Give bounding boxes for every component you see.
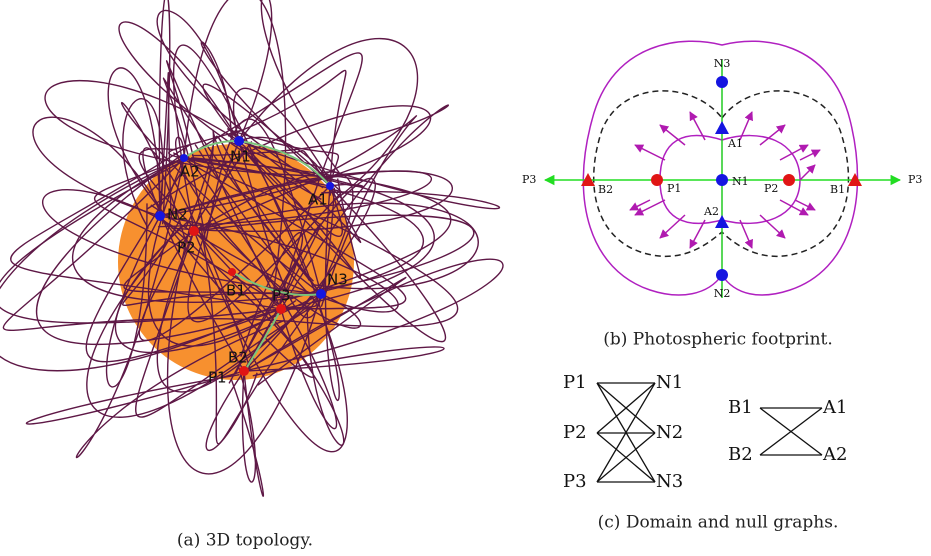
flow-arrow (660, 125, 685, 145)
label: A2 (180, 163, 200, 181)
node (228, 268, 236, 276)
label: P1 (667, 182, 681, 195)
flow-arrow (635, 200, 665, 215)
node (189, 226, 199, 236)
label: N2 (656, 422, 683, 443)
figure: N1 A2 A1 N2 P2 B1 P3 N3 B2 P1 (a) 3D top… (0, 0, 931, 556)
label: A1 (822, 397, 847, 418)
label: N1 (732, 175, 749, 188)
flow-arrow (800, 165, 815, 180)
flow-arrow (690, 220, 705, 248)
label: P3 (272, 287, 291, 305)
label: P3 (522, 173, 536, 186)
label: N2 (714, 287, 731, 300)
node (239, 366, 249, 376)
label: N3 (656, 471, 683, 492)
node (234, 136, 244, 146)
flow-arrow (635, 145, 665, 160)
label: N1 (230, 148, 251, 166)
label: P1 (208, 369, 227, 387)
domain-edges (597, 383, 655, 482)
caption: (a) 3D topology. (177, 531, 313, 551)
node (316, 289, 326, 299)
caption: (b) Photospheric footprint. (603, 330, 833, 350)
node (180, 154, 188, 162)
label: N1 (656, 372, 683, 393)
label: P3 (908, 173, 922, 186)
label: P3 (563, 471, 587, 492)
label: P2 (764, 182, 778, 195)
label: N3 (327, 271, 348, 289)
label: B2 (228, 349, 248, 367)
dashed-separatrix (594, 91, 849, 257)
label: N3 (714, 57, 731, 70)
label: A2 (703, 205, 719, 218)
node (276, 304, 286, 314)
label: P1 (563, 372, 587, 393)
panel-a: N1 A2 A1 N2 P2 B1 P3 N3 B2 P1 (a) 3D top… (0, 0, 503, 551)
label: B1 (226, 282, 246, 300)
node (716, 76, 728, 88)
label: B2 (728, 444, 753, 465)
node (651, 174, 663, 186)
flow-arrow (800, 150, 820, 160)
label: B2 (598, 183, 613, 196)
label: B1 (830, 183, 845, 196)
flow-arrow (795, 200, 815, 210)
flow-arrow (760, 125, 785, 145)
panel-b: N3 A1 N1 P1 P2 B2 B1 A2 N2 P3 P3 (b) Pho… (522, 41, 922, 349)
caption: (c) Domain and null graphs. (598, 513, 839, 533)
node (783, 174, 795, 186)
label: P2 (177, 239, 196, 257)
label: B1 (728, 397, 753, 418)
label: P2 (563, 422, 587, 443)
flow-arrow (660, 215, 685, 238)
node (155, 211, 165, 221)
null-edges (760, 408, 822, 455)
label: A2 (822, 444, 847, 465)
label: N2 (167, 206, 188, 224)
panel-c: P1 P2 P3 N1 N2 N3 B1 B2 A1 A2 (c) Domain… (563, 372, 847, 533)
label: A1 (727, 137, 743, 150)
node (326, 182, 334, 190)
node (715, 121, 729, 134)
node (716, 174, 728, 186)
label: A1 (308, 191, 328, 209)
node (716, 269, 728, 281)
